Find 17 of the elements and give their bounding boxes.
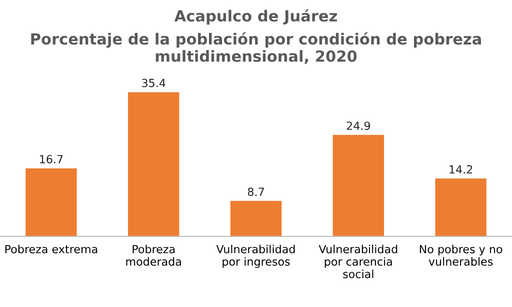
- data-label: 8.7: [248, 188, 264, 196]
- data-label: 24.9: [346, 122, 370, 130]
- x-tick-label: Pobreza moderada: [126, 244, 181, 266]
- chart-subtitle: Porcentaje de la población por condición de pobreza multidimensional, 2020: [31, 32, 481, 64]
- data-label: 35.4: [142, 78, 166, 88]
- bar: [435, 178, 486, 236]
- bar: [128, 92, 180, 236]
- bar: [332, 134, 384, 236]
- x-tick-label: No pobres y no vulnerables: [420, 244, 502, 266]
- x-tick-label: Pobreza extrema: [5, 244, 98, 254]
- data-label: 16.7: [40, 154, 63, 164]
- x-tick-label: Vulnerabilidad por carencia social: [318, 244, 398, 278]
- bar: [26, 168, 77, 236]
- chart-title: Acapulco de Juárez: [174, 9, 337, 25]
- bar: [230, 200, 282, 236]
- data-label: 14.2: [450, 165, 472, 174]
- x-tick-label: Vulnerabilidad por ingresos: [216, 244, 295, 268]
